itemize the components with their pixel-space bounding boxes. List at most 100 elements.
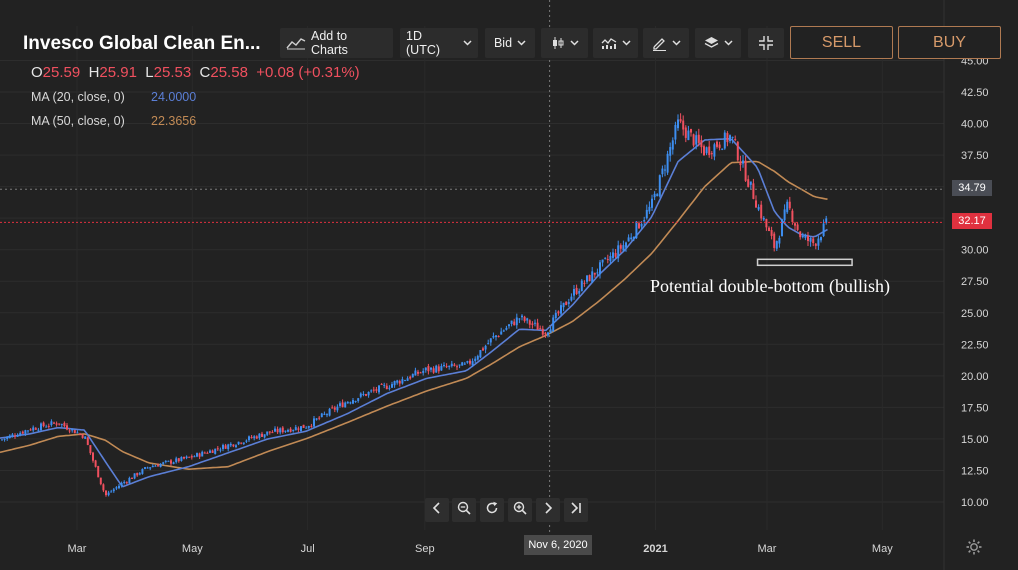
settings-button[interactable] [965,538,985,558]
collapse-icon [758,35,774,51]
candle [658,175,661,197]
candle [86,437,89,445]
candle [526,318,529,321]
candle [591,271,594,283]
candle [250,436,253,439]
candle [695,135,698,145]
candle [68,430,71,432]
candle [193,456,196,458]
candle [463,363,466,365]
candle [201,451,204,457]
scroll-left-button[interactable] [425,498,449,522]
sell-button[interactable]: SELL [790,26,893,59]
candle [73,430,76,434]
close-value: 25.58 [210,64,248,81]
candle [237,441,240,445]
candle [721,148,724,150]
candle [206,452,209,454]
chart-type-select[interactable] [541,28,588,58]
scroll-right-button[interactable] [536,498,560,522]
chevron-down-icon [517,40,526,46]
candle [453,364,456,366]
candle [110,491,113,493]
candle [71,428,74,431]
chevron-down-icon [569,40,579,46]
candle [112,489,115,492]
candle [768,227,770,231]
candle [554,312,557,319]
candle [414,370,417,376]
price-type-label: Bid [493,36,513,50]
layers-select[interactable] [695,28,741,58]
candle [557,311,560,314]
reset-icon [485,501,499,520]
candle [703,146,705,156]
last-price-tag: 32.17 [952,213,992,229]
y-tick-label: 25.00 [961,308,989,320]
candle [801,235,804,238]
candle [651,198,653,208]
candle [417,371,419,374]
candle [310,425,313,427]
candle [469,360,471,364]
reset-zoom-button[interactable] [480,498,504,522]
candle [820,237,822,241]
candle [255,436,258,439]
candle [565,301,568,306]
candle [138,473,141,475]
candle [677,119,679,129]
candle [617,245,620,259]
chevron-down-icon [463,40,472,46]
candle [232,444,235,447]
candle [63,422,66,427]
candle [690,129,692,133]
candle [102,484,105,491]
indicators-select[interactable] [593,28,638,58]
price-type-select[interactable]: Bid [485,28,535,58]
low-value: 25.53 [153,64,192,81]
candle [362,393,365,395]
candle [146,467,149,469]
ma50-legend[interactable]: MA (50, close, 0) 22.3656 [31,114,196,128]
drawing-tools-select[interactable] [643,28,689,58]
jump-to-end-button[interactable] [564,498,588,522]
candle [128,477,131,484]
candles-layer [1,113,828,497]
candle [679,119,682,122]
y-tick-label: 20.00 [961,371,989,383]
candle [333,407,336,410]
candle [539,328,542,330]
candle [547,332,549,336]
candle [466,361,469,363]
candle [263,434,266,438]
candle [375,389,378,391]
candle [313,418,315,427]
candle [692,134,695,146]
candle [16,435,19,437]
candle [222,444,224,449]
candle [94,460,97,467]
y-tick-label: 15.00 [961,434,989,446]
zoom-in-button[interactable] [508,498,532,522]
candle [323,413,326,415]
interval-select[interactable]: 1D (UTC) [400,28,478,58]
candle [716,141,718,147]
candle [401,379,404,384]
zoom-out-button[interactable] [452,498,476,522]
candle [788,201,791,209]
close-label: C [199,64,211,81]
candle [6,436,9,439]
collapse-button[interactable] [748,28,784,58]
candle [302,424,305,428]
candle [120,482,123,487]
candle [489,338,492,343]
x-tick-label: Mar [758,543,777,555]
candle [749,181,752,185]
add-to-charts-button[interactable]: Add to Charts [280,28,393,58]
buy-button[interactable]: BUY [898,26,1001,59]
open-label: O [31,64,43,81]
candle [175,458,178,463]
ma20-legend[interactable]: MA (20, close, 0) 24.0000 [31,90,196,104]
chevron-right-icon [543,501,553,519]
